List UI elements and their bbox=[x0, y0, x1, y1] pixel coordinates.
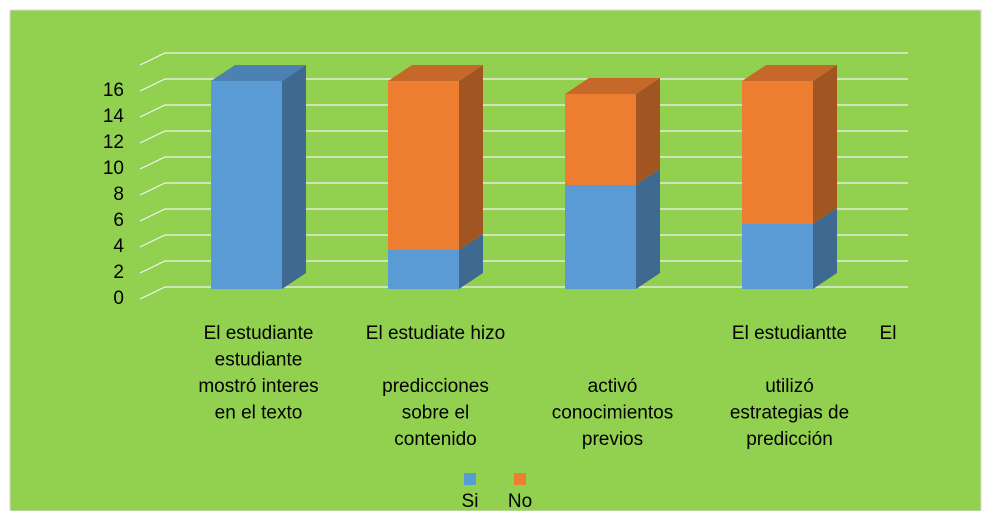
y-tick-label: 8 bbox=[113, 184, 124, 205]
x-tick-label: El estudiante bbox=[204, 323, 314, 344]
y-tick-label: 2 bbox=[113, 262, 124, 283]
bar-top bbox=[211, 65, 306, 81]
bar-front bbox=[742, 81, 813, 224]
bar-side bbox=[636, 78, 660, 185]
grid-line bbox=[139, 78, 908, 92]
x-tick-label: El estudiate hizo bbox=[366, 323, 505, 344]
bar-front bbox=[211, 81, 282, 289]
bar-top bbox=[388, 65, 483, 81]
x-tick-label: previos bbox=[582, 429, 643, 450]
x-tick-label: utilizó bbox=[765, 376, 814, 397]
legend-label: Si bbox=[462, 491, 479, 511]
x-tick-label: activó bbox=[588, 376, 638, 397]
y-tick-label: 12 bbox=[103, 132, 124, 153]
grid-line bbox=[139, 286, 908, 300]
bar-front bbox=[565, 185, 636, 289]
x-tick-label: estrategias de bbox=[730, 403, 849, 424]
legend-swatch bbox=[464, 473, 476, 485]
bar-side bbox=[459, 234, 483, 289]
bar-side bbox=[813, 208, 837, 289]
legend-label: No bbox=[508, 491, 532, 511]
x-tick-label: en el texto bbox=[215, 403, 303, 424]
x-tick-label: mostró interes bbox=[198, 376, 318, 397]
grid-line bbox=[139, 104, 908, 118]
grid-line bbox=[139, 156, 908, 170]
bar-top bbox=[742, 65, 837, 81]
y-tick-label: 0 bbox=[113, 288, 124, 309]
legend-swatch bbox=[514, 473, 526, 485]
x-tick-label: El estudiantte bbox=[732, 323, 847, 344]
grid-line bbox=[139, 260, 908, 274]
x-tick-label: predicciones bbox=[382, 376, 489, 397]
y-tick-label: 14 bbox=[103, 106, 125, 127]
x-tick-label: contenido bbox=[394, 429, 476, 450]
bar-front bbox=[388, 250, 459, 289]
bar-side bbox=[459, 65, 483, 250]
grid-line bbox=[139, 208, 908, 222]
y-tick-label: 4 bbox=[113, 236, 124, 257]
bar-front bbox=[565, 94, 636, 185]
grid-line bbox=[139, 182, 908, 196]
x-tick-label: predicción bbox=[746, 429, 833, 450]
bar-top bbox=[565, 78, 660, 94]
bar-side bbox=[813, 65, 837, 224]
grid-line bbox=[139, 234, 908, 248]
grid-line bbox=[139, 52, 908, 66]
grid-line bbox=[139, 130, 908, 144]
y-tick-label: 10 bbox=[103, 158, 124, 179]
bar-side bbox=[636, 169, 660, 289]
y-tick-label: 6 bbox=[113, 210, 124, 231]
x-tick-label: estudiante bbox=[215, 350, 303, 371]
annotation: El bbox=[880, 323, 897, 344]
bar-front bbox=[742, 224, 813, 289]
bar-front bbox=[388, 81, 459, 250]
bar-side bbox=[282, 65, 306, 289]
x-tick-label: conocimientos bbox=[552, 403, 673, 424]
y-tick-label: 16 bbox=[103, 80, 124, 101]
x-tick-label: sobre el bbox=[402, 403, 470, 424]
